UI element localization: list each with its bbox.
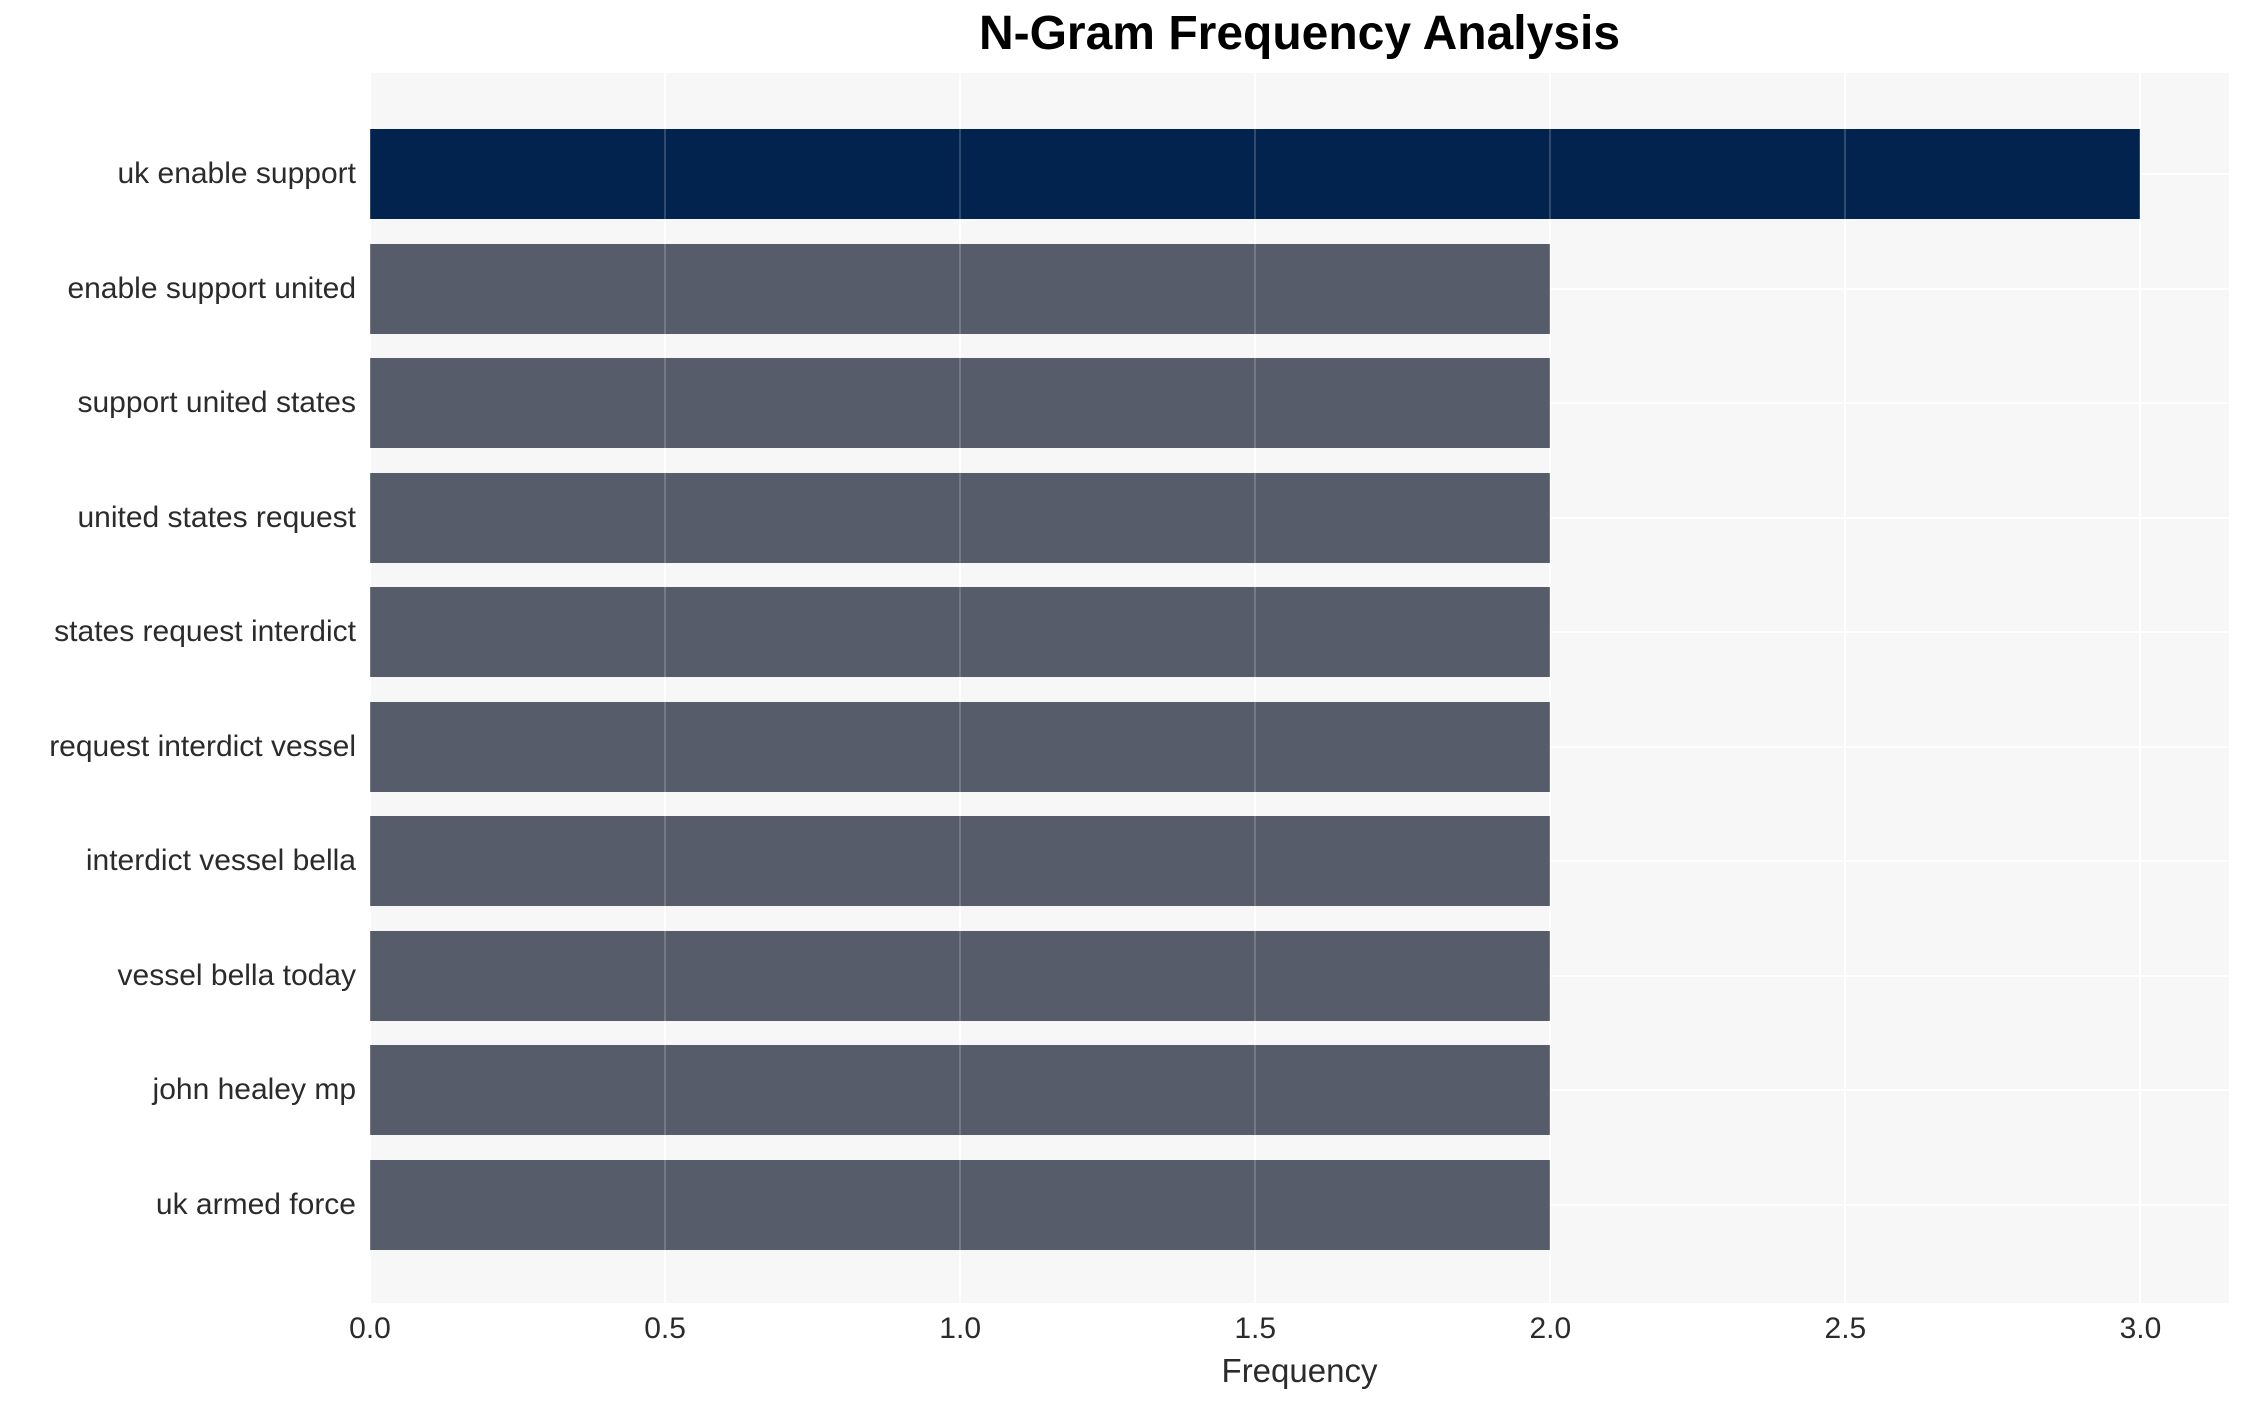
x-tick-label: 3.0 [2119, 1312, 2162, 1345]
y-tick-label: support united states [77, 386, 356, 420]
bar-row [370, 461, 2229, 576]
x-tick-label: 0.5 [644, 1312, 686, 1345]
bar-rows [370, 117, 2229, 1262]
bar-uk-enable-support [370, 129, 2141, 220]
y-tick-label: interdict vessel bella [85, 844, 356, 878]
bar-row [370, 346, 2229, 461]
bar-states-request-interdict [370, 587, 1551, 678]
bar-row [370, 232, 2229, 347]
bar-row [370, 575, 2229, 690]
y-tick-label: uk enable support [117, 157, 356, 191]
gridline-vertical [959, 73, 962, 1303]
y-tick-label: united states request [77, 500, 356, 534]
x-tick-label: 0.0 [349, 1312, 391, 1345]
y-tick-label: states request interdict [54, 615, 356, 649]
y-tick-label: vessel bella today [117, 958, 356, 992]
bar-uk-armed-force [370, 1159, 1551, 1250]
bar-row [370, 690, 2229, 805]
gridline-vertical [959, 73, 962, 1303]
y-tick-label: request interdict vessel [49, 729, 356, 763]
gridline-vertical [369, 73, 371, 1303]
bar-enable-support-united [370, 243, 1551, 334]
x-tick-label: 2.0 [1529, 1312, 1572, 1345]
bar-support-united-states [370, 358, 1551, 449]
bar-united-states-request [370, 472, 1551, 563]
bar-interdict-vessel-bella [370, 816, 1551, 907]
bar-row [370, 1033, 2229, 1148]
gridline-vertical [1549, 73, 1552, 1303]
gridline-vertical [1549, 73, 1552, 1303]
gridline-vertical [1254, 73, 1257, 1303]
x-axis-title: Frequency [1221, 1352, 1378, 1389]
chart-title: N-Gram Frequency Analysis [978, 7, 1621, 60]
x-tick-label: 2.5 [1824, 1312, 1867, 1345]
y-tick-label: enable support united [67, 271, 356, 305]
y-tick-label: uk armed force [155, 1187, 356, 1221]
bar-vessel-bella-today [370, 930, 1551, 1021]
gridline-vertical [369, 73, 371, 1303]
gridline-vertical [1844, 73, 1847, 1303]
x-axis-ticks: 0.0 0.5 1.0 1.5 2.0 2.5 3.0 [349, 1312, 2229, 1350]
bar-row [370, 1148, 2229, 1263]
plot-area [369, 73, 2229, 1303]
bar-request-interdict-vessel [370, 701, 1551, 792]
gridline-vertical [2139, 73, 2142, 1303]
y-tick-label: john healey mp [152, 1073, 356, 1107]
x-tick-label: 1.0 [939, 1312, 982, 1345]
gridline-vertical [1254, 73, 1257, 1303]
y-axis-labels: uk enable support enable support united su… [0, 117, 356, 1262]
bar-row [370, 919, 2229, 1034]
gridline-vertical [1844, 73, 1847, 1303]
bar-row [370, 804, 2229, 919]
gridline-vertical [664, 73, 667, 1303]
gridline-vertical [664, 73, 667, 1303]
bar-john-healey-mp [370, 1045, 1551, 1136]
bar-row [370, 117, 2229, 232]
x-tick-label: 1.5 [1234, 1312, 1277, 1345]
gridline-vertical [2139, 73, 2142, 1303]
